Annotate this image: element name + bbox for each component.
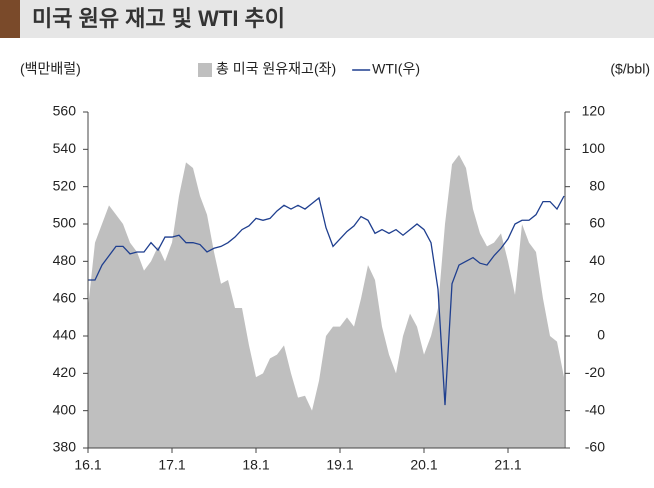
y-tick-label: 480	[53, 252, 77, 268]
y2-tick-label: 80	[589, 177, 605, 193]
x-tick-label: 21.1	[494, 457, 521, 473]
y2-tick-label: -20	[585, 364, 605, 380]
y2-tick-label: 60	[589, 215, 605, 231]
y-tick-label: 540	[53, 140, 77, 156]
y-tick-label: 560	[53, 103, 77, 119]
y2-tick-label: 100	[582, 140, 606, 156]
y2-tick-label: 40	[589, 252, 605, 268]
y2-tick-label: 0	[597, 327, 605, 343]
y-axis-label: (백만배럴)	[20, 61, 81, 77]
legend-label: 총 미국 원유재고(좌)	[216, 61, 336, 77]
y2-tick-label: -60	[585, 439, 605, 455]
wti-line	[88, 195, 565, 406]
x-tick-label: 17.1	[158, 457, 185, 473]
y-tick-label: 520	[53, 177, 77, 193]
inventory-area	[88, 154, 564, 448]
x-tick-label: 16.1	[74, 457, 101, 473]
x-tick-label: 18.1	[242, 457, 269, 473]
title-accent	[0, 0, 20, 38]
y-tick-label: 420	[53, 364, 77, 380]
y2-tick-label: 20	[589, 289, 605, 305]
y-tick-label: 400	[53, 401, 77, 417]
y-tick-label: 500	[53, 215, 77, 231]
legend-swatch	[198, 63, 212, 77]
y2-tick-label: 120	[582, 103, 606, 119]
x-tick-label: 20.1	[410, 457, 437, 473]
title: 미국 원유 재고 및 WTI 추이	[32, 6, 285, 31]
y-tick-label: 380	[53, 439, 77, 455]
y-tick-label: 440	[53, 327, 77, 343]
y-tick-label: 460	[53, 289, 77, 305]
y2-tick-label: -40	[585, 401, 605, 417]
y2-axis-label: ($/bbl)	[610, 61, 650, 77]
legend-label: WTI(우)	[372, 61, 420, 77]
title-bar	[0, 0, 654, 38]
x-tick-label: 19.1	[326, 457, 353, 473]
